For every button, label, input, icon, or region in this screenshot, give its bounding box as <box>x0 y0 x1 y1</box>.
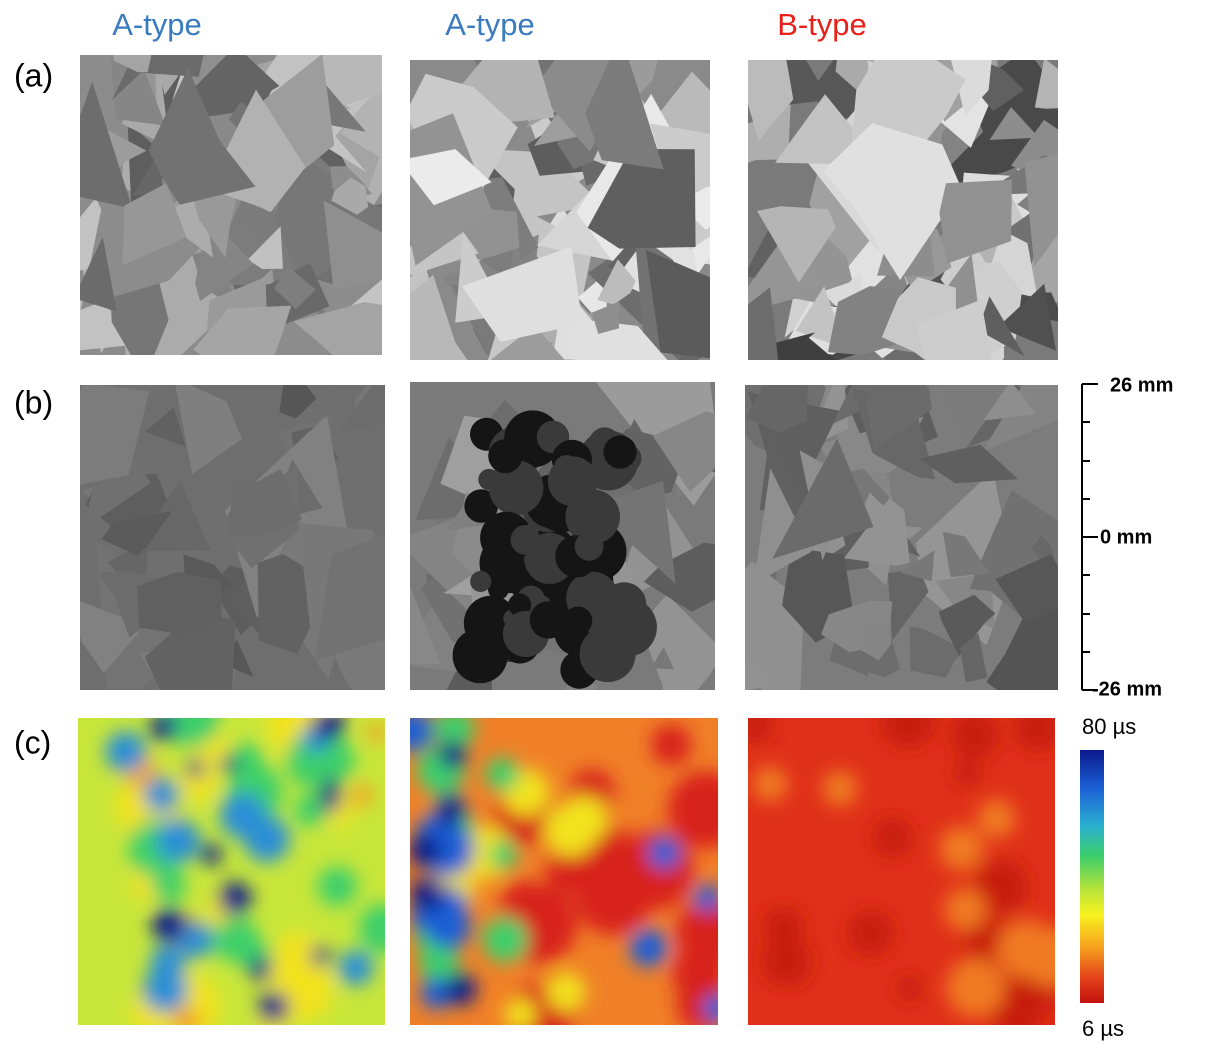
heat-blob <box>150 713 177 740</box>
grain-image <box>41 296 448 739</box>
row-label: (a) <box>14 57 53 93</box>
heat-blob <box>946 958 1005 1017</box>
heat-blob <box>954 759 981 786</box>
heat-blob <box>105 731 146 772</box>
heat-blob <box>244 816 290 862</box>
heat-blob <box>156 818 200 862</box>
scale-bar <box>1082 384 1098 690</box>
heat-blob <box>218 882 251 915</box>
grain-image <box>711 330 1096 741</box>
heat-blob <box>651 724 692 765</box>
heat-blob <box>848 910 894 956</box>
heat-blob <box>881 693 936 748</box>
image-panels <box>26 0 1118 1044</box>
heat-blob <box>483 917 528 962</box>
heat-blob <box>150 945 186 981</box>
heat-blob <box>502 880 545 923</box>
column-header: A-type <box>112 7 202 42</box>
colorbar-min-label: 6 µs <box>1082 1016 1124 1041</box>
heat-blob <box>944 888 986 930</box>
heat-blob <box>1014 705 1060 751</box>
heat-blob <box>186 759 204 777</box>
heat-blob <box>547 972 586 1011</box>
heatmap-image <box>78 691 408 1040</box>
column-header: B-type <box>777 7 867 42</box>
grain-image <box>713 8 1118 426</box>
heat-blob <box>444 973 476 1005</box>
heat-blob <box>318 866 358 906</box>
heat-blob <box>152 908 187 943</box>
heat-blob <box>951 711 998 758</box>
grain-image <box>26 0 425 403</box>
heatmap-image <box>737 693 1083 1043</box>
heat-blob <box>311 946 331 966</box>
heat-blob <box>171 1007 201 1037</box>
heat-blob <box>752 766 788 802</box>
heat-blob <box>939 826 984 871</box>
row-label: (c) <box>14 724 51 760</box>
heat-blob <box>350 783 374 807</box>
figure: A-type A-type B-type (a) (b) (c) 26 mm 0… <box>0 0 1207 1044</box>
heat-blob <box>897 976 922 1001</box>
grain-image <box>392 357 767 763</box>
heat-blob <box>693 884 721 912</box>
heat-blob <box>249 958 272 981</box>
heat-blob <box>544 804 597 857</box>
heat-blob <box>221 756 238 773</box>
heat-blob <box>408 834 441 867</box>
heat-blob <box>439 741 467 769</box>
heat-blob <box>200 843 222 865</box>
colorbar-max-label: 80 µs <box>1082 714 1136 739</box>
heat-blob <box>997 920 1056 979</box>
heat-blob <box>144 777 179 812</box>
heat-blob <box>822 771 858 807</box>
scale-label: -26 mm <box>1092 678 1162 700</box>
scale-label: 0 mm <box>1100 526 1152 548</box>
heat-blob <box>258 991 289 1022</box>
heat-blob <box>504 998 536 1030</box>
heat-blob <box>630 929 668 967</box>
column-header: A-type <box>445 7 535 42</box>
scale-label: 26 mm <box>1110 374 1173 396</box>
heat-blob <box>703 994 732 1023</box>
heat-blob <box>433 792 467 826</box>
heat-blob <box>489 841 518 870</box>
heat-blob <box>338 950 374 986</box>
heat-blob <box>411 877 446 912</box>
heatmap-image <box>391 708 745 1044</box>
heat-blob <box>485 757 519 791</box>
heat-blob <box>152 869 186 903</box>
heat-blob <box>873 818 912 857</box>
heat-blob <box>762 937 811 986</box>
colorbar <box>1080 750 1104 1003</box>
heat-blob <box>366 722 387 743</box>
heat-blob <box>977 799 1016 838</box>
heat-blob <box>648 837 681 870</box>
heat-blob <box>391 710 433 752</box>
row-label: (b) <box>14 384 53 420</box>
heat-blob <box>359 904 408 953</box>
heat-blob <box>737 707 772 742</box>
heat-blob <box>676 980 729 1033</box>
heat-blob <box>313 708 345 740</box>
heat-blob <box>668 771 745 848</box>
heat-blob <box>322 777 339 794</box>
